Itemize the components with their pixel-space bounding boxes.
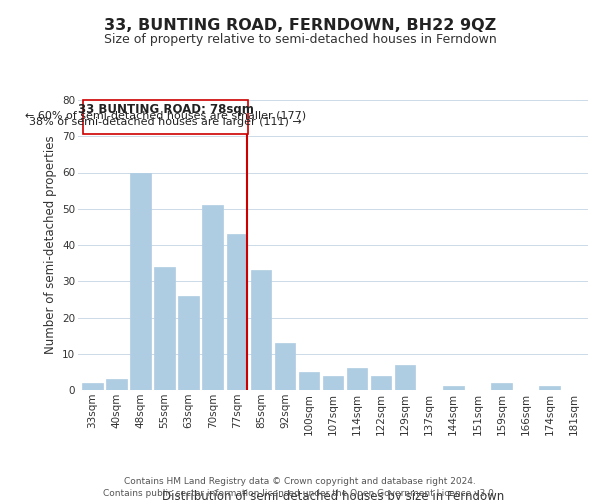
Text: 38% of semi-detached houses are larger (111) →: 38% of semi-detached houses are larger (… xyxy=(29,118,302,128)
Bar xyxy=(491,383,512,390)
Bar xyxy=(347,368,367,390)
Text: Size of property relative to semi-detached houses in Ferndown: Size of property relative to semi-detach… xyxy=(104,32,496,46)
Bar xyxy=(178,296,199,390)
Bar xyxy=(539,386,560,390)
Bar xyxy=(251,270,271,390)
Bar xyxy=(323,376,343,390)
Text: ← 60% of semi-detached houses are smaller (177): ← 60% of semi-detached houses are smalle… xyxy=(25,110,306,120)
Bar xyxy=(443,386,464,390)
Bar xyxy=(227,234,247,390)
Text: 33 BUNTING ROAD: 78sqm: 33 BUNTING ROAD: 78sqm xyxy=(77,103,253,116)
X-axis label: Distribution of semi-detached houses by size in Ferndown: Distribution of semi-detached houses by … xyxy=(162,490,504,500)
Bar xyxy=(275,343,295,390)
Bar xyxy=(82,383,103,390)
Bar xyxy=(202,205,223,390)
Bar xyxy=(106,379,127,390)
Text: 33, BUNTING ROAD, FERNDOWN, BH22 9QZ: 33, BUNTING ROAD, FERNDOWN, BH22 9QZ xyxy=(104,18,496,32)
Bar xyxy=(154,267,175,390)
Y-axis label: Number of semi-detached properties: Number of semi-detached properties xyxy=(44,136,56,354)
Bar xyxy=(371,376,391,390)
Bar xyxy=(130,172,151,390)
Bar xyxy=(299,372,319,390)
Text: Contains HM Land Registry data © Crown copyright and database right 2024.: Contains HM Land Registry data © Crown c… xyxy=(124,478,476,486)
FancyBboxPatch shape xyxy=(83,100,248,134)
Text: Contains public sector information licensed under the Open Government Licence v3: Contains public sector information licen… xyxy=(103,489,497,498)
Bar xyxy=(395,364,415,390)
